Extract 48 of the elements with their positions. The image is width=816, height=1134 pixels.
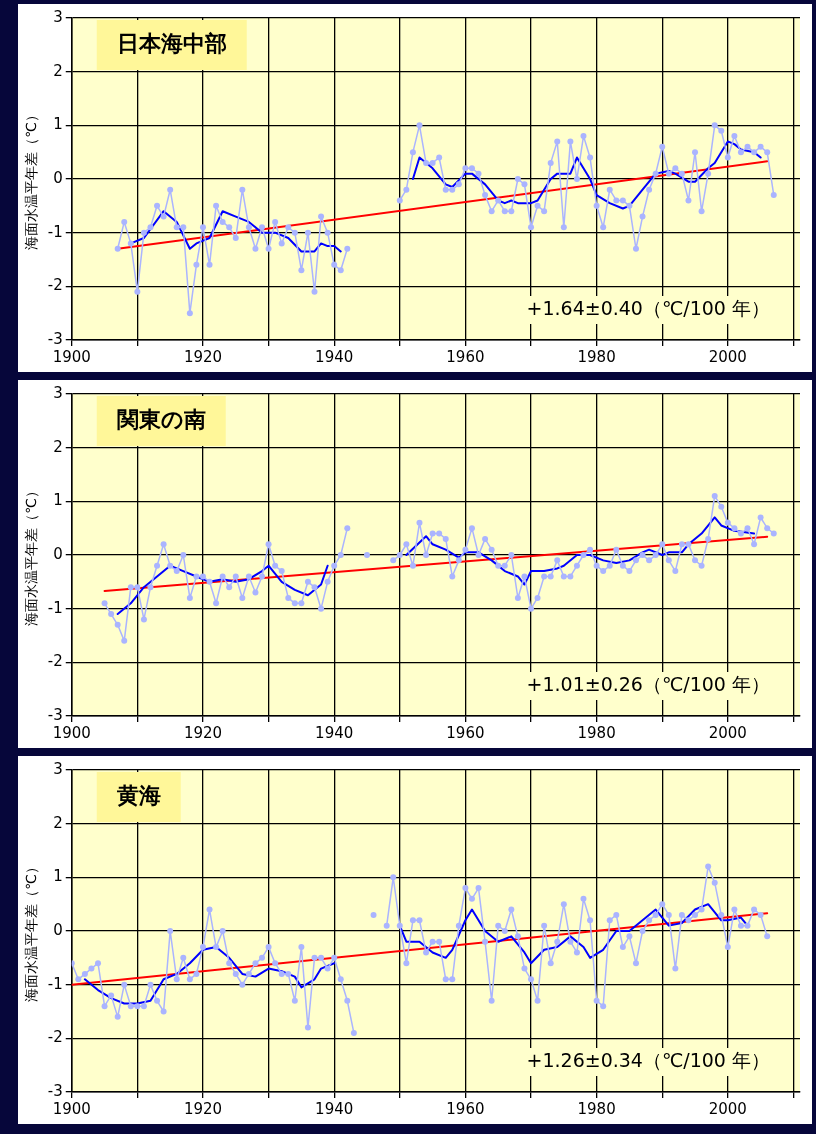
x-tick-label: 1920	[183, 1099, 223, 1118]
y-tick-label: -1	[47, 598, 63, 617]
y-tick-label: -3	[47, 1081, 63, 1100]
y-axis-title: 海面水温平年差（℃）	[23, 860, 40, 1002]
y-tick-label: -2	[47, 276, 63, 295]
y-tick-label: 2	[53, 61, 63, 80]
y-tick-label: -1	[47, 974, 63, 993]
annotation: +1.26±0.34（℃/100 年）	[526, 1048, 770, 1071]
y-axis-title: 海面水温平年差（℃）	[23, 484, 40, 626]
x-tick-label: 1980	[577, 1099, 616, 1118]
text: 黄海	[115, 782, 161, 808]
y-tick-label: 1	[53, 491, 63, 510]
y-tick-label: -3	[47, 329, 63, 348]
y-tick-label: -3	[47, 705, 63, 724]
y-tick-label: 1	[53, 867, 63, 886]
x-tick-label: 2000	[708, 1099, 747, 1118]
text: 関東の南	[116, 406, 206, 432]
text: 日本海中部	[116, 30, 227, 56]
x-tick-label: 1960	[446, 347, 485, 366]
y-tick-label: 3	[53, 759, 63, 778]
x-tick-label: 1960	[446, 723, 485, 742]
x-tick-label: 1920	[183, 723, 223, 742]
y-tick-label: -1	[47, 222, 63, 241]
x-tick-label: 1980	[577, 723, 616, 742]
y-tick-label: 2	[53, 813, 63, 832]
x-tick-label: 1940	[315, 347, 354, 366]
y-axis-title: 海面水温平年差（℃）	[23, 108, 40, 250]
y-tick-label: -2	[47, 1028, 63, 1047]
y-tick-label: 3	[53, 7, 63, 26]
y-tick-label: 0	[53, 920, 63, 939]
y-tick-label: -2	[47, 652, 63, 671]
y-tick-label: 1	[53, 115, 63, 134]
y-tick-label: 0	[53, 544, 63, 563]
y-tick-label: 3	[53, 383, 63, 402]
annotation: +1.64±0.40（℃/100 年）	[526, 296, 770, 319]
x-tick-label: 1900	[52, 1099, 91, 1118]
x-tick-label: 1940	[315, 1099, 354, 1118]
annotation: +1.01±0.26（℃/100 年）	[526, 672, 770, 695]
x-tick-label: 1980	[577, 347, 616, 366]
x-tick-label: 1900	[52, 347, 91, 366]
x-tick-label: 1940	[315, 723, 354, 742]
y-tick-label: 2	[53, 437, 63, 456]
x-tick-label: 2000	[708, 347, 747, 366]
x-tick-label: 2000	[708, 723, 747, 742]
x-tick-label: 1920	[183, 347, 223, 366]
x-tick-label: 1900	[52, 723, 91, 742]
y-tick-label: 0	[53, 168, 63, 187]
x-tick-label: 1960	[446, 1099, 485, 1118]
